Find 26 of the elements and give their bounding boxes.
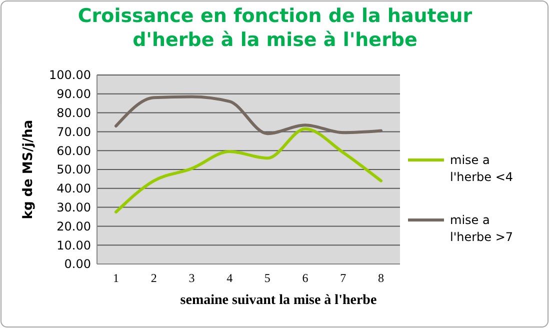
y-tick-label: 0.00 <box>64 257 91 272</box>
line-series <box>114 95 382 136</box>
line-series <box>114 127 382 214</box>
x-axis-title: semaine suivant la mise à l'herbe <box>180 293 377 308</box>
y-tick-label: 20.00 <box>56 219 91 234</box>
y-tick-label: 10.00 <box>56 238 91 252</box>
x-tick-label: 5 <box>264 271 270 285</box>
legend-label: mise a l'herbe <4 <box>450 153 514 184</box>
y-axis-title: kg de MS/j/ha <box>21 120 36 220</box>
x-tick-label: 6 <box>302 271 308 285</box>
y-tick-label: 40.00 <box>56 182 91 196</box>
x-tick-label: 3 <box>188 271 195 285</box>
x-tick-label: 2 <box>150 271 157 285</box>
y-tick-label: 80.00 <box>56 106 91 120</box>
y-tick-label: 90.00 <box>56 87 91 102</box>
x-tick-label: 1 <box>113 271 119 285</box>
chart-title: Croissance en fonction de la hauteur d'herbe à la mise à l'herbe <box>78 5 473 51</box>
y-tick-label: 70.00 <box>56 124 91 139</box>
x-tick-label: 4 <box>226 271 233 285</box>
y-tick-label: 60.00 <box>56 144 91 158</box>
y-tick-label: 30.00 <box>56 200 91 214</box>
legend-label: mise a l'herbe >7 <box>450 213 514 244</box>
x-tick-label: 7 <box>340 271 346 285</box>
y-tick-label: 50.00 <box>56 162 91 177</box>
x-tick-label: 8 <box>378 271 384 285</box>
y-tick-label: 100.00 <box>49 68 91 82</box>
